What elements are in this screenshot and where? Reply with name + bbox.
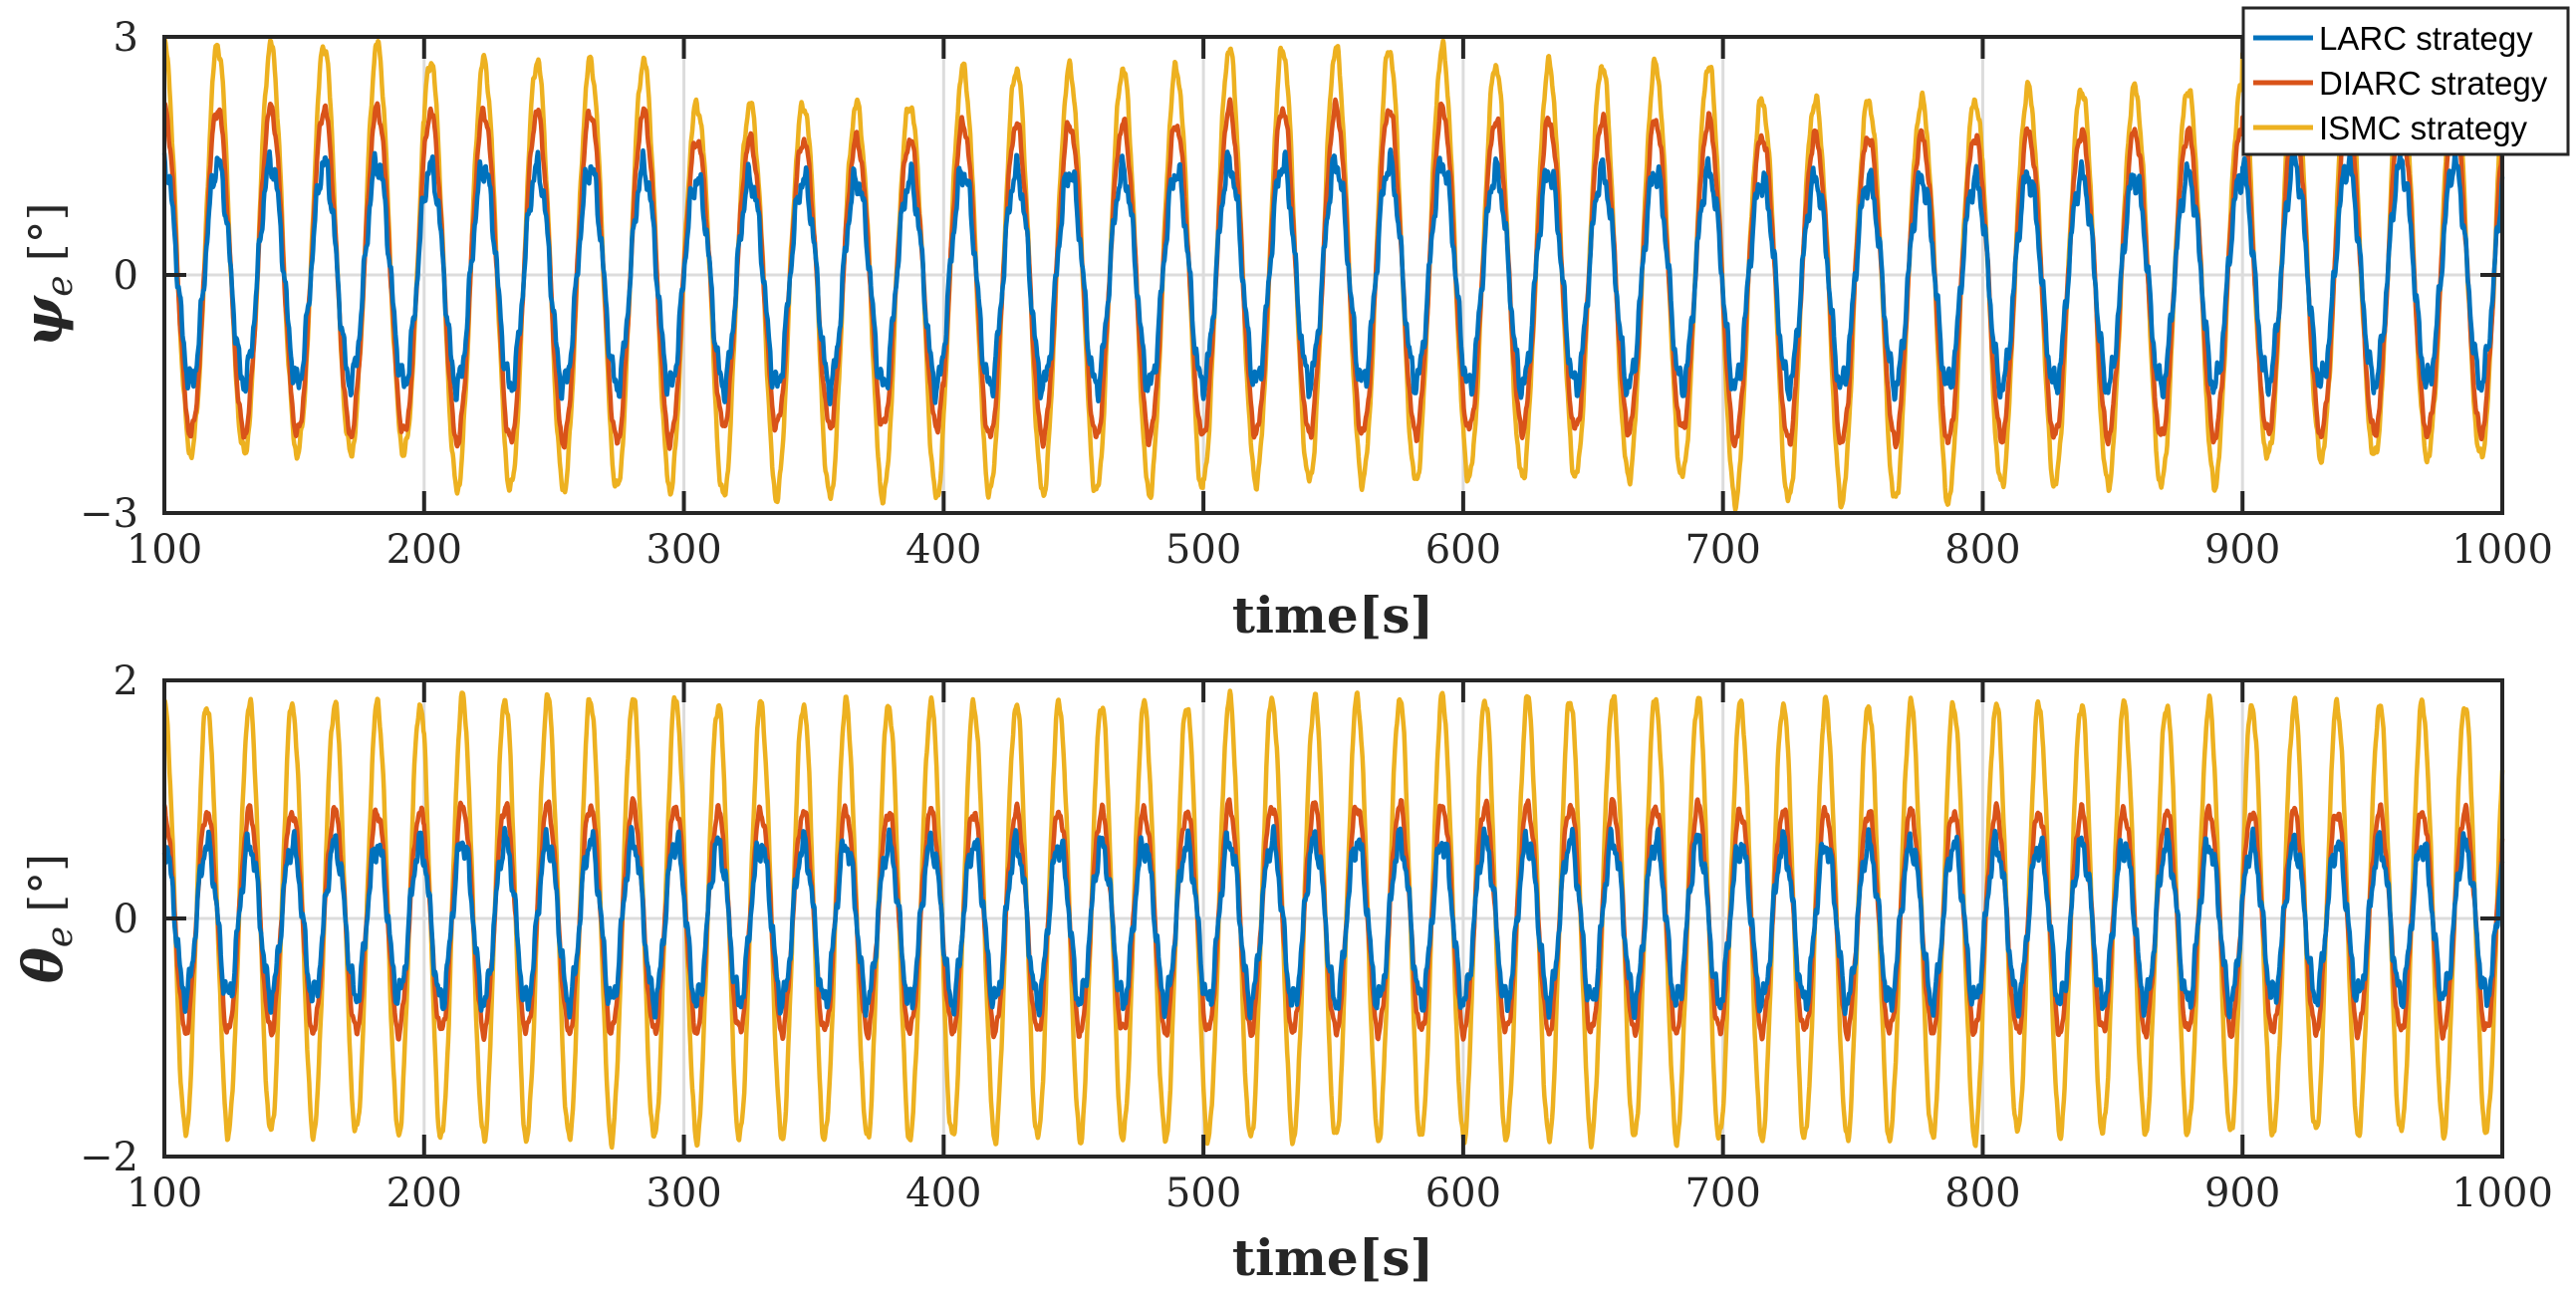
psi-ytick-label: 0 [114,253,138,299]
theta-xtick-label: 800 [1944,1170,2020,1216]
legend-label: ISMC strategy [2319,110,2528,146]
psi-xtick-label: 800 [1944,527,2020,573]
psi-x-tick-labels: 100 200 300 400 500 600 700 800 900 1000 [127,527,2553,573]
theta-xtick-label: 1000 [2451,1170,2553,1216]
psi-xlabel: time[s] [1232,586,1433,645]
svg-text:θe[°]: θe [°] [11,854,81,983]
psi-xtick-label: 500 [1165,527,1241,573]
theta-ylabel-subscript: e [40,926,81,947]
psi-y-tick-labels: −3 0 3 [80,15,138,537]
legend-label: DIARC strategy [2319,65,2548,102]
theta-y-tick-labels: −2 0 2 [80,658,138,1180]
theta-xtick-label: 700 [1684,1170,1760,1216]
psi-xtick-label: 700 [1684,527,1760,573]
psi-xtick-label: 300 [645,527,721,573]
theta-ylabel-unit: [°] [19,854,73,912]
psi-ylabel-symbol: ψ [11,295,75,348]
theta-series-larc-strategy [161,824,2505,1021]
theta-ylabel-symbol: θ [11,947,75,983]
theta-xtick-label: 500 [1165,1170,1241,1216]
psi-ytick-label: −3 [80,491,138,537]
theta-ytick-label: 0 [114,897,138,942]
psi-xtick-label: 1000 [2451,527,2553,573]
psi-axes: 100 200 300 400 500 600 700 800 900 1000 −3 0 3 tim… [11,15,2553,645]
theta-xtick-label: 100 [127,1170,202,1216]
psi-ylabel-unit: [°] [19,202,73,261]
theta-x-tick-labels: 100 200 300 400 500 600 700 800 900 1000 [127,1170,2553,1216]
theta-xtick-label: 300 [645,1170,721,1216]
theta-axes: 100 200 300 400 500 600 700 800 900 1000 −2 0 2 tim… [11,658,2553,1287]
psi-series-larc-strategy [161,146,2505,406]
psi-xtick-label: 100 [127,527,202,573]
psi-xtick-label: 900 [2204,527,2280,573]
theta-lines [161,688,2505,1151]
theta-xlabel: time[s] [1232,1228,1433,1287]
theta-ytick-label: −2 [80,1135,138,1180]
svg-text:ψe[°]: ψe [°] [11,202,81,347]
theta-xtick-label: 600 [1425,1170,1501,1216]
legend-label: LARC strategy [2319,20,2533,57]
psi-ylabel: ψe [°] [11,202,81,347]
theta-xtick-label: 900 [2204,1170,2280,1216]
theta-xtick-label: 400 [905,1170,981,1216]
psi-ytick-label: 3 [114,15,138,61]
psi-xtick-label: 600 [1425,527,1501,573]
psi-lines [161,37,2505,513]
psi-series-diarc-strategy [161,97,2505,451]
theta-ytick-label: 2 [114,658,138,704]
legend-entries: LARC strategy DIARC strategy ISMC strategy [2253,20,2548,146]
psi-ylabel-subscript: e [40,275,81,296]
theta-ticks [162,678,2504,1159]
legend: LARC strategy DIARC strategy ISMC strategy [2241,6,2570,156]
psi-xtick-label: 200 [386,527,462,573]
psi-xtick-label: 400 [905,527,981,573]
theta-xtick-label: 200 [386,1170,462,1216]
theta-ylabel: θe [°] [11,854,81,983]
